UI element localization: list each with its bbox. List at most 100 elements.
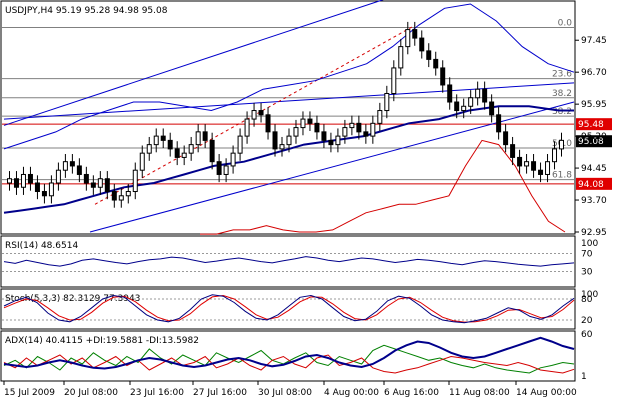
candle-body	[104, 178, 110, 193]
candle-body	[188, 144, 194, 154]
fib-label: 23.6	[552, 70, 572, 80]
candle-body	[76, 165, 82, 175]
candle-body	[279, 144, 285, 150]
moving-average-line	[3, 105, 574, 214]
x-tick-label: 20 Jul 08:00	[64, 388, 118, 398]
candle-body	[118, 195, 124, 201]
price-panel-frame	[0, 0, 576, 235]
candle-body	[265, 114, 271, 133]
candle-body	[258, 110, 264, 116]
candle-body	[195, 131, 201, 146]
candle-body	[216, 161, 222, 175]
candle-body	[209, 139, 215, 163]
fib-label: 38.2	[552, 107, 572, 117]
stoch-tick-label: 80	[581, 295, 593, 305]
candle-body	[405, 29, 411, 48]
candle-body	[300, 118, 306, 129]
candle-body	[531, 161, 537, 171]
price-tick-label: 96.70	[581, 68, 607, 78]
candle-body	[552, 148, 558, 163]
candle-body	[174, 148, 180, 158]
candle-body	[328, 139, 334, 146]
candle-body	[181, 152, 187, 158]
candle-body	[342, 127, 348, 137]
fib-label: 0.0	[558, 18, 573, 28]
stoch-main-line	[3, 294, 575, 324]
price-tag-box	[576, 177, 612, 190]
x-tick-label: 27 Jul 16:00	[193, 388, 247, 398]
candle-body	[503, 131, 509, 146]
candle-body	[41, 191, 47, 197]
candle-body	[251, 110, 257, 120]
candle-body	[27, 173, 33, 184]
candle-body	[202, 131, 208, 141]
candle-body	[370, 122, 376, 137]
rsi-top-label: 100	[581, 239, 598, 249]
candle-body	[321, 131, 327, 141]
rsi-panel-title: RSI(14) 48.6514	[5, 241, 78, 251]
candle-body	[468, 97, 474, 107]
x-tick-label: 14 Aug 00:00	[516, 388, 577, 398]
stoch-panel-title: Stoch(5,3,3) 82.3129 77.3943	[5, 294, 140, 304]
plus-di-line	[3, 344, 575, 374]
price-tick-label: 94.45	[581, 164, 607, 174]
bands	[3, 3, 575, 235]
adx-tick-label: 60	[581, 330, 593, 340]
candle-body	[146, 144, 152, 154]
candle-body	[90, 182, 96, 188]
rsi-tick-label: 30	[581, 268, 593, 278]
candle-body	[419, 37, 425, 52]
lower-band-line	[200, 139, 566, 235]
candle-body	[62, 161, 68, 171]
candle-body	[412, 29, 418, 39]
stoch-signal-line	[3, 294, 575, 323]
candle-body	[447, 84, 453, 103]
fibonacci-levels: 0.023.638.238.250.061.8	[2, 18, 574, 185]
candle-body	[111, 191, 117, 201]
candle-body	[482, 88, 488, 103]
stoch-top-label: 100	[581, 290, 598, 300]
dashed-trend-line	[94, 24, 416, 205]
rsi-line	[3, 256, 575, 267]
candle-body	[83, 173, 89, 184]
candle-body	[454, 101, 460, 112]
candle-body	[349, 122, 355, 129]
upper-band-line	[3, 3, 575, 150]
candle-body	[20, 173, 26, 188]
candle-body	[125, 191, 131, 197]
candle-body	[48, 182, 54, 197]
x-tick-label: 30 Jul 08:00	[258, 388, 312, 398]
candle-body	[293, 127, 299, 137]
price-tags: 95.48 95.08 94.08	[576, 118, 612, 190]
candle-body	[510, 144, 516, 158]
x-tick-label: 23 Jul 16:00	[130, 388, 184, 398]
price-tick-label: 93.70	[581, 196, 607, 206]
candle-body	[13, 178, 19, 188]
adx-line	[3, 336, 575, 370]
candle-body	[391, 67, 397, 94]
candle-body	[356, 122, 362, 133]
price-panel-title: USDJPY,H4 95.19 95.28 94.98 95.08	[5, 6, 168, 16]
candle-body	[272, 131, 278, 150]
candle-body	[153, 135, 159, 146]
candle-body	[489, 101, 495, 116]
x-tick-label: 15 Jul 2009	[4, 388, 55, 398]
price-tag-box	[576, 118, 612, 131]
candle-body	[398, 46, 404, 69]
adx-panel-frame	[0, 330, 576, 382]
candle-body	[426, 50, 432, 60]
candle-body	[314, 122, 320, 133]
candle-body	[524, 161, 530, 167]
channel-upper	[3, 0, 384, 126]
price-y-ticks: 97.45 96.70 95.95 95.20 94.45 93.70 92.95	[575, 36, 607, 238]
candle-body	[139, 152, 145, 171]
candle-body	[538, 169, 544, 175]
candle-body	[6, 178, 12, 184]
candle-body	[440, 67, 446, 86]
candle-body	[237, 135, 243, 154]
candle-body	[34, 182, 40, 193]
stoch-tick-label: 20	[581, 316, 593, 326]
candle-body	[384, 92, 390, 112]
